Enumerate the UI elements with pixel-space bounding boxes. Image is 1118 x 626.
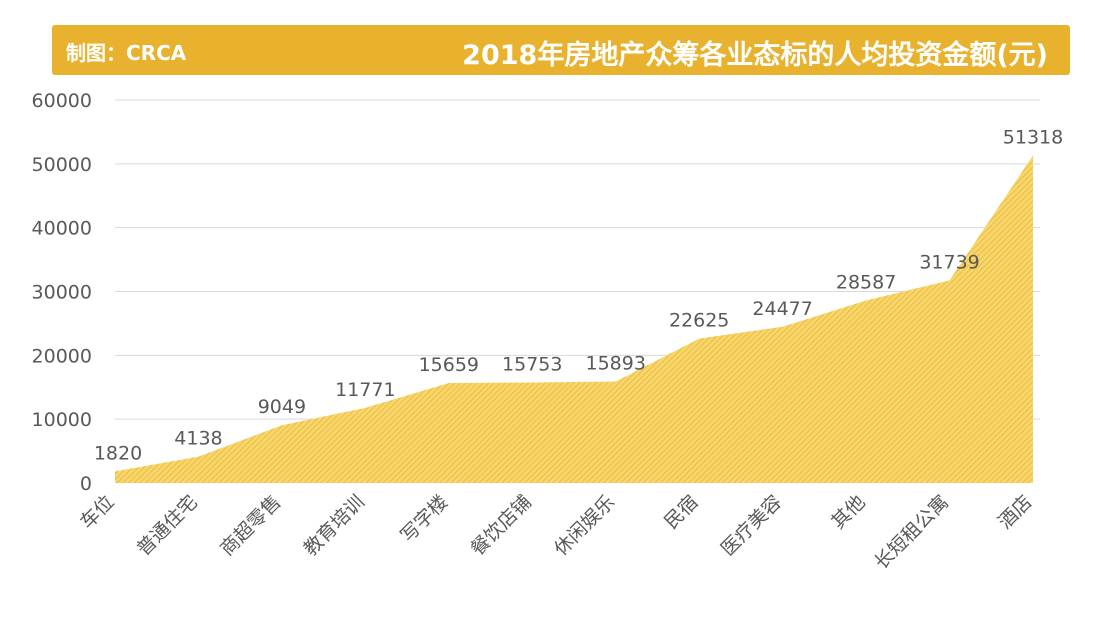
- x-tick-label: 餐饮店铺: [467, 491, 536, 560]
- data-label: 22625: [669, 310, 729, 332]
- data-labels: 1820 4138 9049 11771 15659 15753 15893 22625 244…: [94, 126, 1063, 464]
- area-series: [115, 155, 1033, 483]
- x-tick-label: 写字楼: [396, 491, 452, 547]
- x-tick-label: 商超零售: [216, 491, 285, 560]
- data-label: 51318: [1003, 126, 1063, 148]
- y-tick-label: 40000: [32, 218, 92, 240]
- x-tick-label: 休闲娱乐: [550, 491, 619, 560]
- y-tick-label: 10000: [32, 409, 92, 431]
- data-label: 11771: [335, 379, 395, 401]
- y-axis: 0 10000 20000 30000 40000 50000 60000: [32, 90, 92, 495]
- y-tick-label: 60000: [32, 90, 92, 112]
- data-label: 24477: [752, 298, 812, 320]
- data-label: 9049: [258, 396, 306, 418]
- x-axis: 车位 普通住宅 商超零售 教育培训 写字楼 餐饮店铺 休闲娱乐 民宿 医疗美容 其他 长短租公寓 酒店: [76, 491, 1036, 574]
- data-label: 15753: [502, 353, 562, 375]
- credit-label: 制图：CRCA: [66, 41, 187, 65]
- x-tick-label: 普通住宅: [133, 491, 202, 560]
- title-banner: [52, 25, 1070, 75]
- data-label: 1820: [94, 442, 142, 464]
- data-label: 15659: [419, 354, 479, 376]
- x-tick-label: 教育培训: [300, 491, 369, 560]
- y-tick-label: 0: [80, 473, 92, 495]
- data-label: 28587: [836, 272, 896, 294]
- data-label: 4138: [174, 428, 222, 450]
- x-tick-label: 民宿: [660, 491, 702, 533]
- x-tick-label: 车位: [76, 491, 118, 533]
- x-tick-label: 长短租公寓: [870, 491, 953, 574]
- data-label: 15893: [586, 353, 646, 375]
- data-label: 31739: [919, 251, 979, 273]
- y-tick-label: 20000: [32, 345, 92, 367]
- x-tick-label: 其他: [827, 491, 869, 533]
- y-tick-label: 50000: [32, 154, 92, 176]
- area-fill: [115, 155, 1033, 483]
- x-tick-label: 医疗美容: [717, 491, 786, 560]
- y-tick-label: 30000: [32, 282, 92, 304]
- chart-title: 2018年房地产众筹各业态标的人均投资金额(元): [462, 40, 1048, 71]
- x-tick-label: 酒店: [994, 491, 1036, 533]
